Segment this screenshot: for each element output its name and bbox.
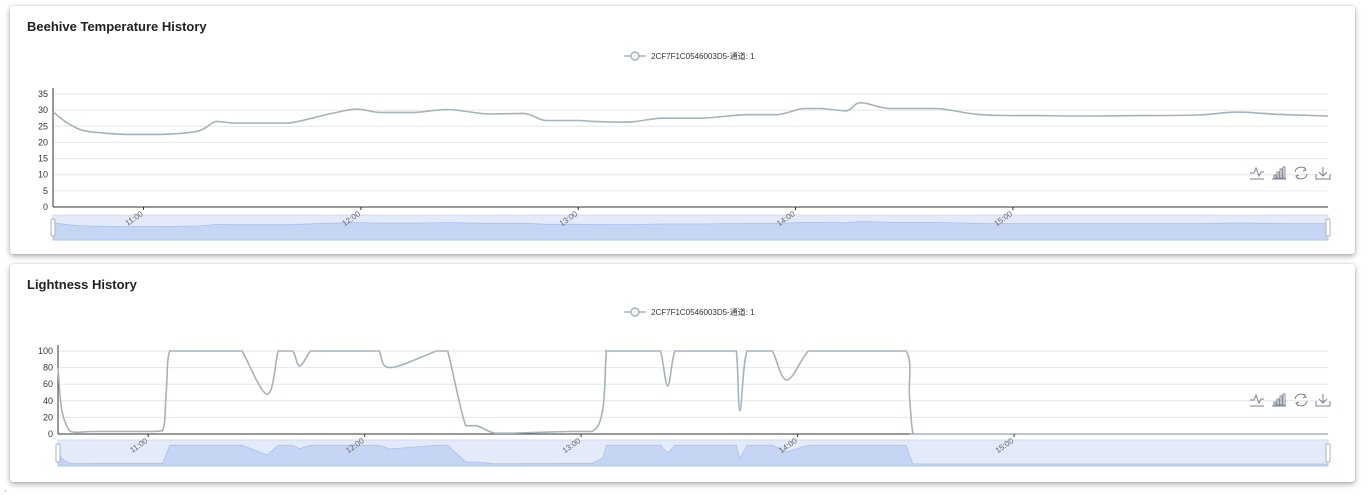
zoom-handle-left[interactable] — [55, 443, 61, 463]
y-tick-label: 5 — [43, 186, 48, 196]
lightness-chart-title: Lightness History — [27, 277, 137, 292]
y-tick-label: 80 — [43, 363, 53, 373]
zoom-handle-left[interactable] — [50, 218, 56, 237]
y-tick-label: 20 — [43, 412, 53, 422]
y-tick-label: 30 — [38, 105, 48, 115]
y-tick-label: 60 — [43, 379, 53, 389]
temperature-chart-card: Beehive Temperature History 2CF7F1C05460… — [10, 6, 1355, 254]
temperature-chart: 2CF7F1C0546003D5-通道: 10510152025303511:0… — [38, 51, 1331, 241]
series-line — [57, 350, 1328, 435]
legend[interactable]: 2CF7F1C0546003D5-通道: 1 — [624, 51, 755, 61]
data-zoom-slider[interactable] — [50, 214, 1331, 241]
y-tick-label: 15 — [38, 154, 48, 164]
restore-icon[interactable] — [1294, 393, 1308, 407]
y-tick-label: 25 — [38, 121, 48, 131]
bar-chart-icon[interactable] — [1272, 393, 1286, 407]
legend[interactable]: 2CF7F1C0546003D5-通道: 1 — [624, 307, 755, 317]
zoom-handle-right[interactable] — [1325, 443, 1331, 463]
y-tick-label: 0 — [43, 202, 48, 212]
line-chart-icon[interactable] — [1250, 166, 1264, 180]
zoom-preview-area — [57, 444, 1329, 467]
legend-label[interactable]: 2CF7F1C0546003D5-通道: 1 — [651, 307, 755, 317]
temperature-chart-title: Beehive Temperature History — [27, 19, 207, 34]
zoom-preview-area — [52, 221, 1329, 241]
restore-icon[interactable] — [1294, 166, 1308, 180]
y-tick-label: 20 — [38, 137, 48, 147]
bar-chart-icon[interactable] — [1272, 166, 1286, 180]
y-tick-label: 10 — [38, 170, 48, 180]
y-tick-label: 100 — [38, 346, 53, 356]
toolbox[interactable] — [1250, 166, 1331, 180]
legend-marker[interactable] — [630, 51, 640, 61]
zoom-handle-right[interactable] — [1325, 218, 1331, 237]
download-icon[interactable] — [1315, 394, 1331, 407]
data-zoom-slider[interactable] — [55, 439, 1331, 467]
stray-mark: , — [5, 487, 7, 493]
y-tick-label: 40 — [43, 396, 53, 406]
y-tick-label: 35 — [38, 89, 48, 99]
legend-label[interactable]: 2CF7F1C0546003D5-通道: 1 — [651, 51, 755, 61]
series-line — [52, 101, 1329, 136]
y-tick-label: 0 — [48, 429, 53, 439]
download-icon[interactable] — [1315, 167, 1331, 180]
lightness-chart-card: Lightness History 2CF7F1C0546003D5-通道: 1… — [10, 264, 1355, 482]
line-chart-icon[interactable] — [1250, 393, 1264, 407]
legend-marker[interactable] — [630, 307, 640, 317]
toolbox[interactable] — [1250, 393, 1331, 407]
